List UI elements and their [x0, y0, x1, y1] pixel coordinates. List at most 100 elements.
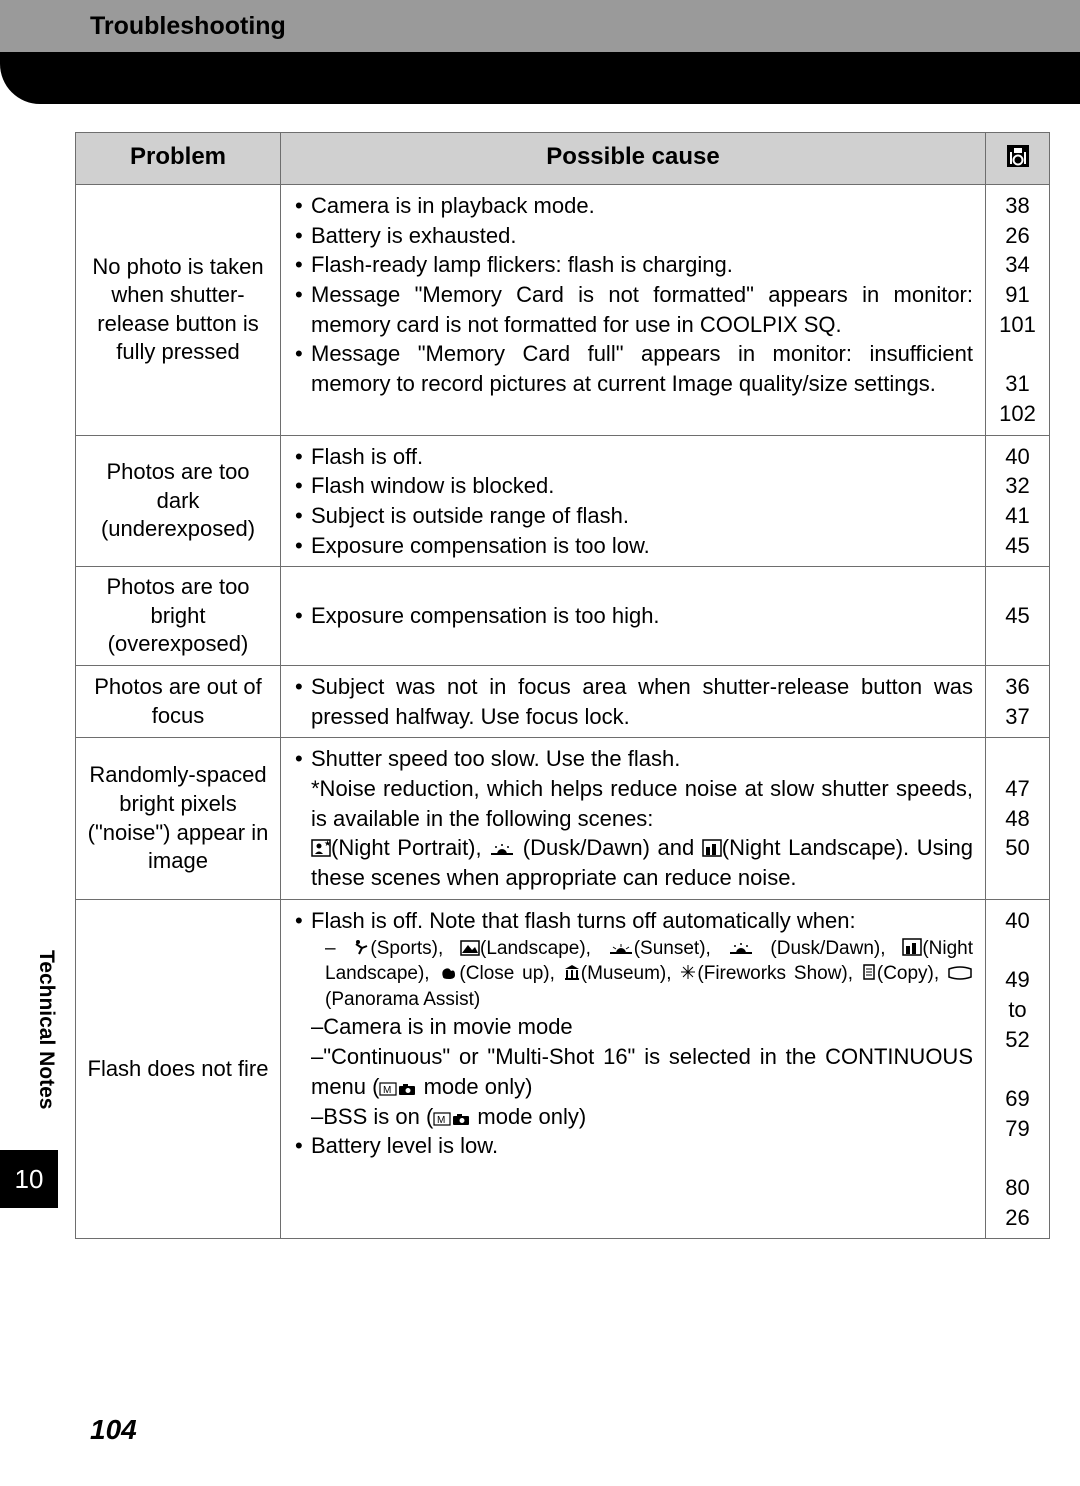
manual-mode-icon: M — [379, 1082, 397, 1096]
ref-cell: 36 37 — [986, 666, 1050, 738]
table-row: No photo is taken when shutter-release b… — [76, 185, 1050, 436]
cause-note: *Noise reduction, which helps reduce noi… — [293, 774, 973, 833]
ref-page: 45 — [988, 531, 1047, 561]
sunset-icon — [608, 942, 634, 956]
cause-dash: –Camera is in movie mode — [293, 1012, 973, 1042]
ref-page: 102 — [988, 399, 1047, 429]
side-section-label: Technical Notes — [34, 950, 58, 1110]
cause-dash: –"Continuous" or "Multi-Shot 16" is sele… — [293, 1042, 973, 1101]
cause-item: Subject is outside range of flash. — [293, 501, 973, 531]
night-landscape-icon — [902, 938, 922, 956]
ref-page: 47 — [988, 774, 1047, 804]
table-row: Randomly-spaced bright pixels ("noise") … — [76, 738, 1050, 899]
copy-icon — [861, 963, 877, 981]
svg-text:★: ★ — [324, 839, 331, 848]
cause-cell: Subject was not in focus area when shutt… — [281, 666, 986, 738]
camera-icon — [397, 1082, 417, 1096]
col-problem: Problem — [76, 133, 281, 185]
cause-item: Flash-ready lamp flickers: flash is char… — [293, 250, 973, 280]
ref-page: 36 — [988, 672, 1047, 702]
camera-icon — [451, 1112, 471, 1126]
cause-cell: Flash is off. Flash window is blocked. S… — [281, 435, 986, 567]
museum-icon — [563, 963, 581, 981]
svg-text:M: M — [437, 1115, 445, 1126]
dusk-dawn-icon — [489, 843, 515, 857]
cause-item: Message "Memory Card is not formatted" a… — [293, 280, 973, 339]
ref-cell: 45 — [986, 567, 1050, 666]
ref-page: 38 — [988, 191, 1047, 221]
col-cause: Possible cause — [281, 133, 986, 185]
col-ref — [986, 133, 1050, 185]
problem-cell: Photos are too bright (overexposed) — [76, 567, 281, 666]
ref-page: 37 — [988, 702, 1047, 732]
ref-page: 50 — [988, 833, 1047, 863]
ref-page: 26 — [988, 1203, 1047, 1233]
problem-cell: Photos are too dark (underexposed) — [76, 435, 281, 567]
ref-page: 34 — [988, 250, 1047, 280]
cause-item: Flash window is blocked. — [293, 471, 973, 501]
table-row: Photos are too bright (overexposed) Expo… — [76, 567, 1050, 666]
ref-page: 79 — [988, 1114, 1047, 1144]
ref-page: 32 — [988, 471, 1047, 501]
ref-page: 48 — [988, 804, 1047, 834]
cause-cell: Exposure compensation is too high. — [281, 567, 986, 666]
ref-page: 80 — [988, 1173, 1047, 1203]
panorama-icon — [947, 965, 973, 981]
manual-mode-icon: M — [433, 1112, 451, 1126]
ref-page: 41 — [988, 501, 1047, 531]
cause-item: Flash is off. Note that flash turns off … — [293, 906, 973, 936]
cause-item: Shutter speed too slow. Use the flash. — [293, 744, 973, 774]
ref-page: 45 — [988, 601, 1047, 631]
svg-text:M: M — [383, 1085, 391, 1096]
ref-page: to — [988, 995, 1047, 1025]
fireworks-icon — [679, 963, 697, 981]
page-ref-icon — [1005, 143, 1031, 169]
ref-cell: 38 26 34 91 101 31 102 — [986, 185, 1050, 436]
cause-item: Subject was not in focus area when shutt… — [293, 672, 973, 731]
cause-cell: Shutter speed too slow. Use the flash. *… — [281, 738, 986, 899]
ref-cell: 47 48 50 — [986, 738, 1050, 899]
cause-item: Message "Memory Card full" appears in mo… — [293, 339, 973, 398]
dusk-dawn-icon — [728, 942, 754, 956]
cause-cell: Flash is off. Note that flash turns off … — [281, 899, 986, 1239]
night-portrait-icon: ★ — [311, 839, 331, 857]
black-strip — [0, 52, 1080, 104]
content-area: Problem Possible cause No photo is taken… — [0, 104, 1080, 1239]
cause-item: Flash is off. — [293, 442, 973, 472]
ref-page: 40 — [988, 442, 1047, 472]
ref-page: 69 — [988, 1084, 1047, 1114]
scene-list: – (Sports), (Landscape), (Sunset), (Dusk… — [293, 936, 973, 1013]
cause-cell: Camera is in playback mode. Battery is e… — [281, 185, 986, 436]
table-row: Flash does not fire Flash is off. Note t… — [76, 899, 1050, 1239]
table-header-row: Problem Possible cause — [76, 133, 1050, 185]
ref-page: 91 — [988, 280, 1047, 310]
ref-page: 101 — [988, 310, 1047, 340]
problem-cell: Randomly-spaced bright pixels ("noise") … — [76, 738, 281, 899]
night-landscape-icon — [702, 839, 722, 857]
section-title: Troubleshooting — [90, 12, 286, 41]
cause-item: Exposure compensation is too high. — [293, 601, 973, 631]
sports-icon — [352, 938, 370, 956]
cause-dash: –BSS is on (M mode only) — [293, 1102, 973, 1132]
cause-item: Exposure compensation is too low. — [293, 531, 973, 561]
ref-cell: 40 49 to 52 69 79 80 26 — [986, 899, 1050, 1239]
ref-cell: 40 32 41 45 — [986, 435, 1050, 567]
troubleshooting-table: Problem Possible cause No photo is taken… — [75, 132, 1050, 1239]
table-row: Photos are out of focus Subject was not … — [76, 666, 1050, 738]
table-row: Photos are too dark (underexposed) Flash… — [76, 435, 1050, 567]
ref-page: 40 — [988, 906, 1047, 936]
ref-page: 52 — [988, 1025, 1047, 1055]
chapter-number-box: 10 — [0, 1150, 58, 1208]
ref-page: 31 — [988, 369, 1047, 399]
scene-list: ★(Night Portrait), (Dusk/Dawn) and (Nigh… — [293, 833, 973, 892]
ref-page: 26 — [988, 221, 1047, 251]
landscape-icon — [460, 940, 480, 956]
ref-page: 49 — [988, 965, 1047, 995]
problem-cell: Flash does not fire — [76, 899, 281, 1239]
problem-cell: Photos are out of focus — [76, 666, 281, 738]
page-number: 104 — [90, 1414, 137, 1446]
cause-item: Battery is exhausted. — [293, 221, 973, 251]
problem-cell: No photo is taken when shutter-release b… — [76, 185, 281, 436]
cause-item: Battery level is low. — [293, 1131, 973, 1161]
section-header: Troubleshooting — [0, 0, 1080, 52]
